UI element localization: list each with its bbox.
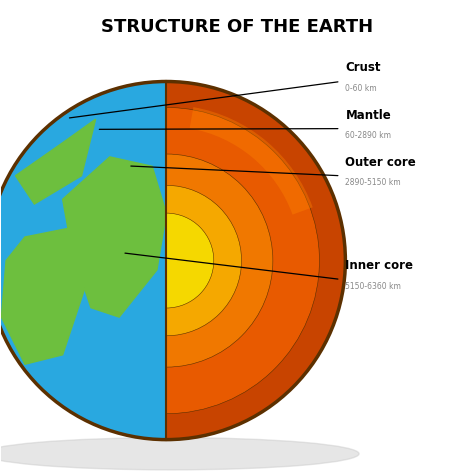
Wedge shape bbox=[166, 185, 242, 336]
Circle shape bbox=[0, 82, 346, 439]
Text: Outer core: Outer core bbox=[346, 155, 416, 169]
Text: Mantle: Mantle bbox=[346, 109, 391, 121]
Wedge shape bbox=[166, 213, 214, 308]
Polygon shape bbox=[1, 228, 86, 364]
Text: 5150-6360 km: 5150-6360 km bbox=[346, 282, 401, 291]
Text: 0-60 km: 0-60 km bbox=[346, 84, 377, 93]
Wedge shape bbox=[166, 82, 346, 439]
Ellipse shape bbox=[0, 438, 359, 470]
Polygon shape bbox=[16, 119, 96, 204]
Wedge shape bbox=[166, 108, 319, 414]
Text: 60-2890 km: 60-2890 km bbox=[346, 131, 392, 140]
Wedge shape bbox=[190, 107, 313, 215]
Text: STRUCTURE OF THE EARTH: STRUCTURE OF THE EARTH bbox=[101, 18, 373, 36]
Text: Inner core: Inner core bbox=[346, 259, 413, 273]
Wedge shape bbox=[166, 154, 273, 367]
Text: 2890-5150 km: 2890-5150 km bbox=[346, 178, 401, 187]
Text: Crust: Crust bbox=[346, 62, 381, 74]
Polygon shape bbox=[63, 157, 166, 317]
